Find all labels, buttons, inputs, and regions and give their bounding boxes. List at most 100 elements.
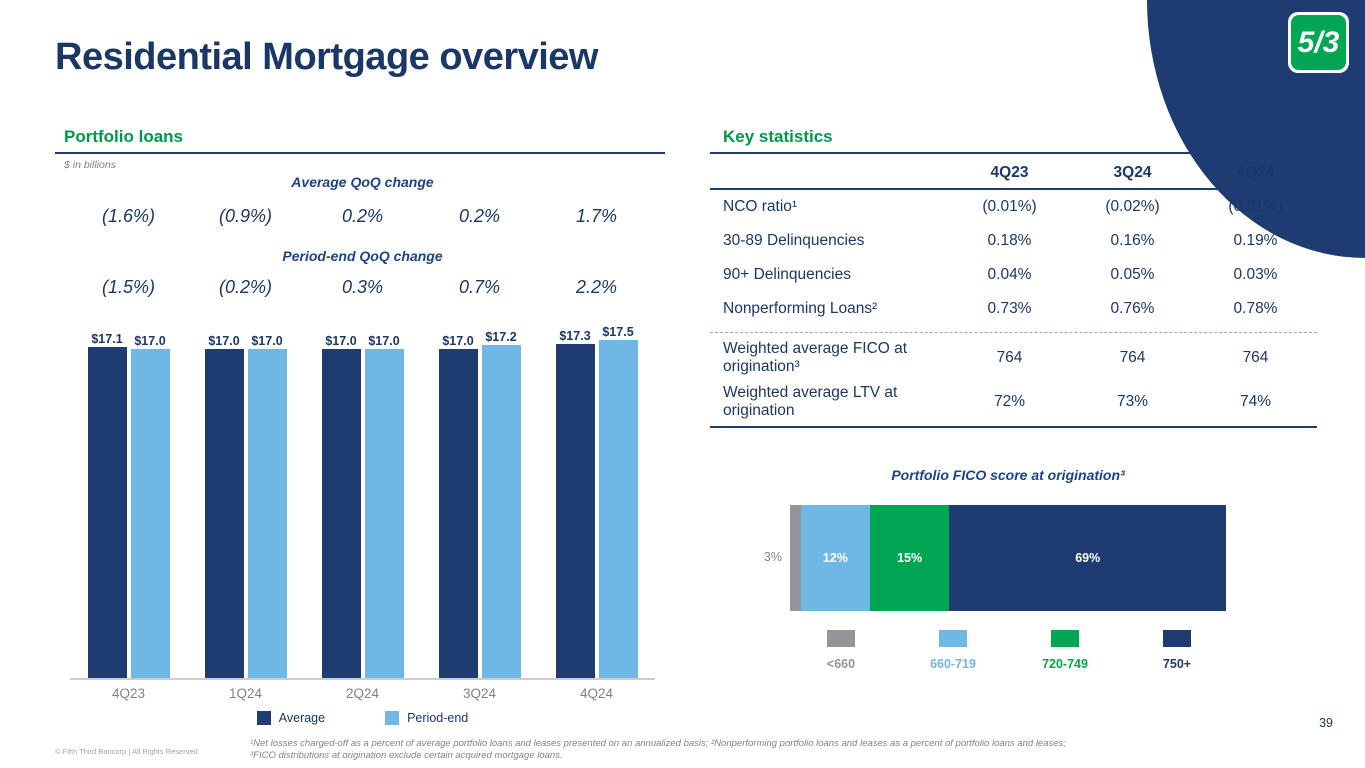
qoq-value: 0.2% bbox=[341, 206, 384, 226]
table-row: 30-89 Delinquencies 0.18% 0.16% 0.19% bbox=[710, 224, 1317, 258]
units-note: $ in billions bbox=[64, 159, 116, 171]
fico-segment-750-plus: 69% bbox=[949, 505, 1227, 611]
fico-segment-720-749: 15% bbox=[869, 505, 950, 611]
row-value: (0.01%) bbox=[982, 198, 1037, 215]
fifth-third-logo: 5/3 bbox=[1288, 12, 1349, 73]
bar-value-label: $17.0 bbox=[325, 334, 357, 349]
bar-average bbox=[204, 349, 244, 678]
bar-period-end bbox=[247, 349, 287, 678]
bar-value-label: $17.0 bbox=[251, 334, 283, 349]
fico-legend-item: 720-749 bbox=[1019, 630, 1111, 671]
portfolio-loans-rule bbox=[55, 152, 665, 154]
x-axis-labels: 4Q23 1Q24 2Q24 3Q24 4Q24 bbox=[70, 686, 655, 701]
bar-group-3q24: $17.0 $17.2 bbox=[421, 330, 538, 678]
fico-legend-label: 660-719 bbox=[930, 657, 976, 671]
qoq-value: 0.2% bbox=[458, 206, 501, 226]
x-axis-label: 4Q23 bbox=[111, 686, 146, 701]
bar-average bbox=[438, 349, 478, 678]
fico-legend-label: <660 bbox=[826, 657, 856, 671]
fico-segment-under-660 bbox=[790, 505, 801, 611]
row-value: 0.19% bbox=[1233, 232, 1278, 249]
bar-period-end bbox=[598, 339, 638, 678]
bar-average bbox=[321, 349, 361, 678]
row-value: 74% bbox=[1239, 393, 1272, 410]
fico-chart-title: Portfolio FICO score at origination³ bbox=[891, 467, 1125, 483]
qoq-value: 2.2% bbox=[575, 277, 618, 297]
bar-group-2q24: $17.0 $17.0 bbox=[304, 330, 421, 678]
bar-value-label: $17.0 bbox=[442, 334, 474, 349]
row-value: 0.78% bbox=[1233, 300, 1278, 317]
qoq-value: (0.9%) bbox=[218, 206, 272, 226]
fico-segment-label: 15% bbox=[897, 551, 923, 565]
fico-segment-label: 12% bbox=[822, 551, 848, 565]
x-axis-label: 3Q24 bbox=[462, 686, 497, 701]
table-header-cell: 3Q24 bbox=[1113, 164, 1152, 181]
bar-value-label: $17.1 bbox=[91, 332, 123, 347]
row-label: 30-89 Delinquencies bbox=[723, 232, 865, 250]
fico-legend-label: 750+ bbox=[1162, 657, 1192, 671]
fico-legend-swatch bbox=[827, 630, 855, 647]
bar-value-label: $17.0 bbox=[208, 334, 240, 349]
row-value: 0.16% bbox=[1110, 232, 1155, 249]
bar-period-end bbox=[130, 349, 170, 678]
period-end-qoq-change-label: Period-end QoQ change bbox=[282, 248, 443, 264]
fifth-third-logo-mark: 5/3 bbox=[1291, 15, 1346, 70]
legend-item-period-end: Period-end bbox=[385, 711, 468, 725]
fico-stacked-bar: 12% 15% 69% bbox=[790, 505, 1227, 611]
key-statistics-heading: Key statistics bbox=[723, 127, 833, 146]
table-row: Weighted average LTV at origination 72% … bbox=[710, 380, 1317, 424]
bar-value-label: $17.2 bbox=[485, 330, 517, 345]
bar-value-label: $17.0 bbox=[368, 334, 400, 349]
bar-group-4q24: $17.3 $17.5 bbox=[538, 325, 655, 678]
table-row: 90+ Delinquencies 0.04% 0.05% 0.03% bbox=[710, 258, 1317, 292]
footnote: ¹Net losses charged-off as a percent of … bbox=[250, 738, 1066, 762]
legend-label: Average bbox=[278, 711, 326, 725]
fico-legend-item: 750+ bbox=[1131, 630, 1223, 671]
page-number: 39 bbox=[1319, 716, 1333, 730]
bar-chart-legend: Average Period-end bbox=[70, 711, 655, 725]
qoq-value: 0.3% bbox=[341, 277, 384, 297]
fico-legend-item: 660-719 bbox=[907, 630, 999, 671]
fico-segment-660-719: 12% bbox=[800, 505, 870, 611]
portfolio-loans-heading: Portfolio loans bbox=[64, 127, 183, 146]
row-value: (0.02%) bbox=[1105, 198, 1160, 215]
qoq-value: (1.5%) bbox=[101, 277, 155, 297]
qoq-value: 1.7% bbox=[575, 206, 618, 226]
table-row: Nonperforming Loans² 0.73% 0.76% 0.78% bbox=[710, 292, 1317, 326]
bar-value-label: $17.3 bbox=[559, 328, 591, 343]
page-title: Residential Mortgage overview bbox=[55, 36, 599, 78]
x-axis-label: 1Q24 bbox=[228, 686, 263, 701]
fico-segment-label: 69% bbox=[1075, 551, 1101, 565]
portfolio-loans-bar-chart: $17.1 $17.0 $17.0 $17.0 $17.0 $17.0 $17.… bbox=[70, 325, 655, 680]
bar-value-label: $17.0 bbox=[134, 334, 166, 349]
legend-swatch-period-end bbox=[385, 711, 400, 725]
legend-swatch-average bbox=[256, 711, 271, 725]
period-end-qoq-change-values: (1.5%) (0.2%) 0.3% 0.7% 2.2% bbox=[70, 277, 655, 298]
table-bottom-rule bbox=[710, 426, 1317, 428]
fico-legend-swatch bbox=[1051, 630, 1079, 647]
table-header-cell: 4Q23 bbox=[990, 164, 1029, 181]
x-axis-label: 4Q24 bbox=[579, 686, 614, 701]
bar-value-label: $17.5 bbox=[602, 324, 634, 339]
bar-group-1q24: $17.0 $17.0 bbox=[187, 330, 304, 678]
table-row: Weighted average FICO at origination³ 76… bbox=[710, 336, 1317, 380]
bar-average bbox=[87, 347, 127, 678]
copyright: © Fifth Third Bancorp | All Rights Reser… bbox=[55, 747, 198, 756]
row-value: 73% bbox=[1116, 393, 1149, 410]
key-statistics-table: 4Q23 3Q24 4Q24 NCO ratio¹ (0.01%) (0.02%… bbox=[710, 158, 1317, 428]
fico-legend-label: 720-749 bbox=[1042, 657, 1088, 671]
row-value: 0.73% bbox=[987, 300, 1032, 317]
row-value: 764 bbox=[996, 349, 1023, 366]
row-value: 0.04% bbox=[987, 266, 1032, 283]
bar-average bbox=[555, 343, 595, 678]
row-label: Weighted average FICO at origination³ bbox=[723, 340, 908, 375]
fico-legend-swatch bbox=[1163, 630, 1191, 647]
legend-item-average: Average bbox=[256, 711, 326, 725]
fico-legend-item: <660 bbox=[795, 630, 887, 671]
row-value: 0.03% bbox=[1233, 266, 1278, 283]
qoq-value: (1.6%) bbox=[101, 206, 155, 226]
qoq-value: (0.2%) bbox=[218, 277, 272, 297]
row-value: 0.05% bbox=[1110, 266, 1155, 283]
row-label: 90+ Delinquencies bbox=[723, 266, 851, 284]
